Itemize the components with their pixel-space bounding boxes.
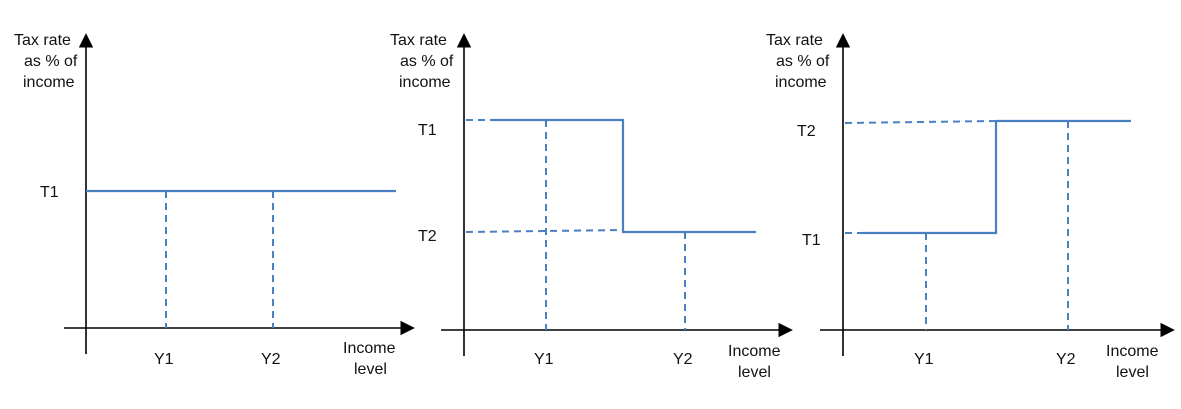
panel-regressive: Tax rate as % of income T1 T2 Y1 Y2 Inco… [390,32,793,381]
panel-flat: Tax rate as % of income T1 Y1 Y2 Income … [14,32,415,378]
y-axis-label-line-2: as % of [400,53,454,70]
rate-label-t1: T1 [418,122,437,139]
rate-label-t1: T1 [40,184,59,201]
tax-rate-line [862,119,1131,235]
tax-rate-line [492,118,756,234]
x-axis-label-line-2: level [1116,364,1149,381]
x-axis-label-line-1: Income [343,340,396,357]
y-axis-label-line-1: Tax rate [766,32,823,49]
rate-label-t1: T1 [802,232,821,249]
x-axis-label-line-1: Income [1106,343,1159,360]
income-label-y1: Y1 [534,351,554,368]
y-axis-label-line-1: Tax rate [390,32,447,49]
rate-label-t2: T2 [418,228,437,245]
income-label-y1: Y1 [154,351,174,368]
y-axis-label-line-3: income [399,74,451,91]
panel-progressive: Tax rate as % of income T2 T1 Y1 Y2 Inco… [766,32,1175,381]
t2-dashed-line [844,120,997,124]
y-axis-label-line-1: Tax rate [14,32,71,49]
y-axis-label-line-2: as % of [776,53,830,70]
t2-dashed-line [465,229,624,233]
x-axis-label-line-2: level [738,364,771,381]
y-axis-label-line-2: as % of [24,53,78,70]
income-label-y2: Y2 [1056,351,1076,368]
rate-label-t2: T2 [797,123,816,140]
x-axis-label-line-2: level [354,361,387,378]
income-label-y2: Y2 [261,351,281,368]
y-axis-label-line-3: income [775,74,827,91]
x-axis-label-line-1: Income [728,343,781,360]
y-axis-label-line-3: income [23,74,75,91]
income-label-y1: Y1 [914,351,934,368]
income-label-y2: Y2 [673,351,693,368]
